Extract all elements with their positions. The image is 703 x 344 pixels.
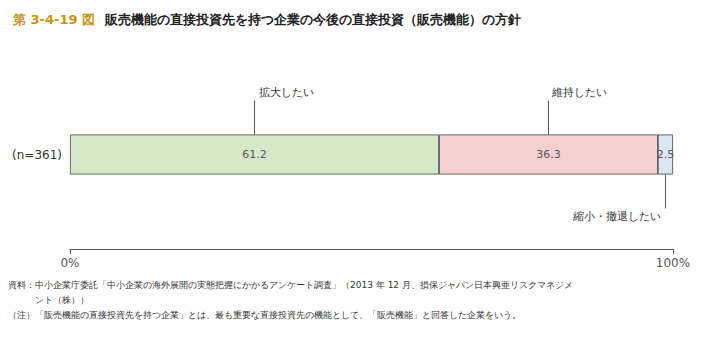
svg-text:0%: 0% [60,256,79,270]
svg-text:36.3: 36.3 [536,148,561,161]
svg-text:拡大したい: 拡大したい [259,86,314,99]
svg-text:第 3-4-19 図: 第 3-4-19 図 [12,12,95,27]
svg-text:(n=361): (n=361) [12,148,62,162]
svg-text:61.2: 61.2 [242,148,267,161]
svg-text:販売機能の直接投資先を持つ企業の今後の直接投資（販売機能）の: 販売機能の直接投資先を持つ企業の今後の直接投資（販売機能）の方針 [104,12,521,27]
svg-text:縮小・撤退したい: 縮小・撤退したい [572,210,661,223]
svg-text:維持したい: 維持したい [551,86,607,99]
svg-text:資料：中小企業庁委託「中小企業の海外展開の実態把握にかかるア: 資料：中小企業庁委託「中小企業の海外展開の実態把握にかかるアンケート調査」（20… [8,280,573,290]
svg-text:2.5: 2.5 [657,148,675,161]
svg-text:100%: 100% [656,256,690,270]
svg-text:（注）「販売機能の直接投資先を持つ企業」とは、最も重要な直接: （注）「販売機能の直接投資先を持つ企業」とは、最も重要な直接投資先の機能として、… [8,310,521,320]
svg-text:ント（株））: ント（株）） [8,295,89,305]
